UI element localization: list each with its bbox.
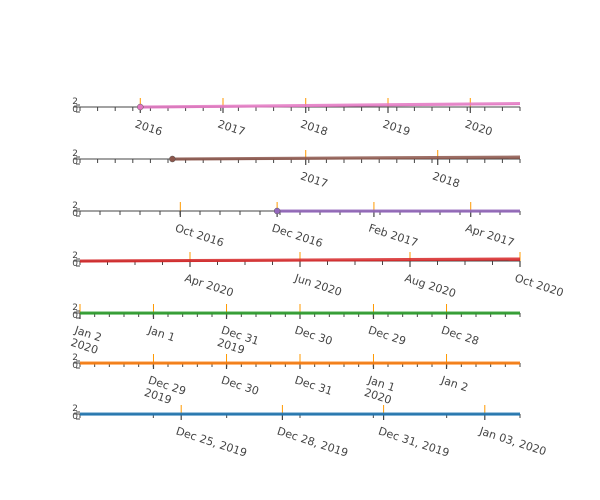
series-line	[140, 102, 521, 109]
x-tick-label: Dec 25, 2019	[174, 424, 248, 459]
x-tick-label: 2017	[299, 169, 330, 190]
series-line-shadow	[140, 103, 521, 109]
x-tick-label: Apr 2017	[464, 221, 516, 249]
x-tick-label: Dec 30	[220, 373, 261, 397]
chart-panel-3: 20 Oct 2016 Dec 2016 Feb 2017 Apr 2017	[72, 201, 521, 250]
chart-panel-6: 20 Dec 292019 Dec 30 Dec 31 Jan 12020 Jan 2	[72, 353, 521, 410]
series-marker	[273, 207, 281, 215]
x-tick-label: Dec 30	[293, 323, 334, 347]
x-tick-label: Dec 31, 2019	[377, 424, 451, 459]
y-tick-label: 2	[72, 97, 78, 107]
y-tick-label: 0	[72, 157, 78, 167]
y-tick-label: 0	[72, 311, 78, 321]
chart-panel-2: 20 2017 2018	[72, 149, 521, 191]
x-tick-label: 2017	[216, 117, 247, 138]
x-tick-label: Dec 29	[367, 323, 408, 347]
x-tick-label: 2016	[133, 117, 164, 138]
y-tick-label: 0	[72, 209, 78, 219]
y-tick-label: 2	[72, 404, 78, 414]
series-line-shadow	[79, 259, 521, 263]
x-tick-label: Dec 2016	[270, 221, 324, 250]
x-tick-label: 2018	[431, 169, 462, 190]
y-tick-label: 0	[72, 412, 78, 422]
chart-panel-4: 20 Apr 2020 Jun 2020 Aug 2020 Oct 2020	[72, 251, 565, 300]
x-tick-label: Apr 2020	[183, 271, 235, 299]
x-tick-label: Jan 12020	[362, 373, 398, 407]
y-tick-label: 2	[72, 303, 78, 313]
x-tick-label: 2020	[463, 117, 494, 138]
x-tick-label: Dec 28, 2019	[275, 424, 349, 459]
y-tick-label: 0	[72, 105, 78, 115]
x-tick-label: Oct 2020	[513, 271, 565, 299]
x-tick-label: 2019	[381, 117, 412, 138]
series-marker	[169, 155, 176, 163]
x-tick-label: Oct 2016	[173, 221, 225, 249]
series-marker	[137, 103, 144, 111]
series-line-shadow	[172, 157, 521, 161]
x-tick-label: Dec 312019	[216, 323, 261, 360]
y-tick-label: 2	[72, 149, 78, 159]
y-tick-label: 2	[72, 353, 78, 363]
chart-panel-7: 20 Dec 25, 2019 Dec 28, 2019 Dec 31, 2019 Ja…	[72, 404, 548, 460]
x-tick-label: 2018	[299, 117, 330, 138]
x-tick-label: Feb 2017	[367, 221, 419, 249]
x-tick-label: Dec 31	[293, 373, 334, 397]
x-tick-label: Jan 03, 2020	[477, 424, 548, 458]
y-tick-label: 0	[72, 259, 78, 269]
x-tick-label: Jan 22020	[68, 323, 104, 357]
chart-panel-1: 20 2016 2017 2018 2019 2020	[72, 97, 521, 139]
y-tick-label: 2	[72, 251, 78, 261]
y-tick-label: 2	[72, 201, 78, 211]
x-tick-label: Dec 28	[440, 323, 481, 347]
y-tick-label: 0	[72, 361, 78, 371]
x-tick-label: Jun 2020	[292, 271, 343, 299]
x-tick-label: Dec 292019	[143, 373, 188, 410]
x-tick-label: Aug 2020	[403, 271, 457, 300]
x-tick-label: Jan 1	[146, 323, 177, 344]
series-line	[79, 257, 521, 263]
series-line	[172, 155, 521, 161]
x-tick-label: Jan 2	[439, 373, 470, 394]
